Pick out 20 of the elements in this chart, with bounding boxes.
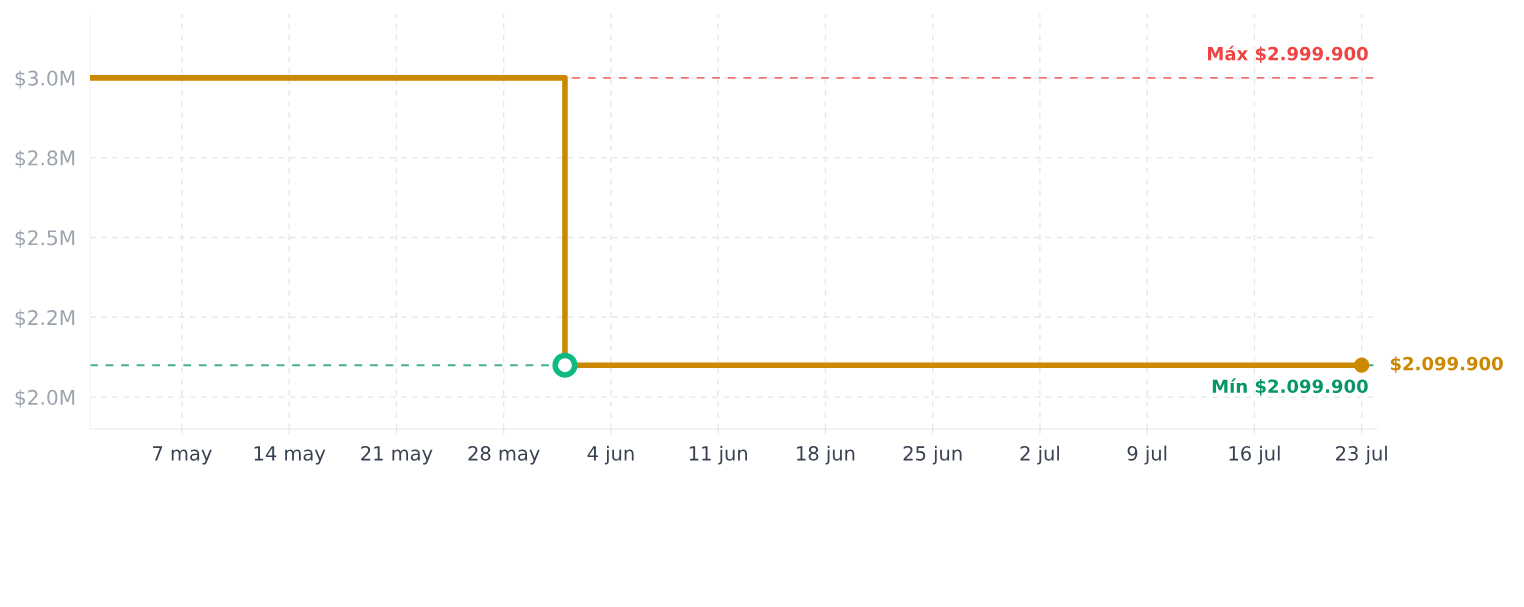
y-tick-label: $3.0M bbox=[15, 70, 75, 89]
x-tick-label: 28 may bbox=[468, 446, 540, 465]
x-tick-label: 23 jul bbox=[1336, 445, 1387, 465]
x-tick-label: 16 jul bbox=[1229, 445, 1280, 465]
x-tick-label: 4 jun bbox=[587, 445, 634, 465]
x-tick-label: 21 may bbox=[361, 446, 433, 465]
x-tick-label: 25 jun bbox=[903, 445, 962, 465]
x-tick-label: 9 jul bbox=[1127, 445, 1167, 465]
x-tick-label: 14 may bbox=[254, 446, 326, 465]
x-tick-label: 7 may bbox=[153, 446, 212, 465]
y-tick-label: $2.8M bbox=[15, 150, 75, 169]
x-tick-label: 11 jun bbox=[689, 445, 748, 465]
x-tick-label: 18 jun bbox=[797, 445, 855, 465]
ref-line-label: Máx $2.999.900 bbox=[1208, 45, 1368, 63]
y-tick-label: $2.0M bbox=[15, 389, 75, 408]
x-tick-label: 2 jul bbox=[1020, 445, 1059, 465]
data-label: $2.099.900 bbox=[1390, 356, 1503, 373]
ref-line-label: Mín $2.099.900 bbox=[1212, 378, 1368, 396]
y-tick-label: $2.5M bbox=[15, 229, 75, 249]
y-tick-label: $2.2M bbox=[15, 309, 75, 328]
